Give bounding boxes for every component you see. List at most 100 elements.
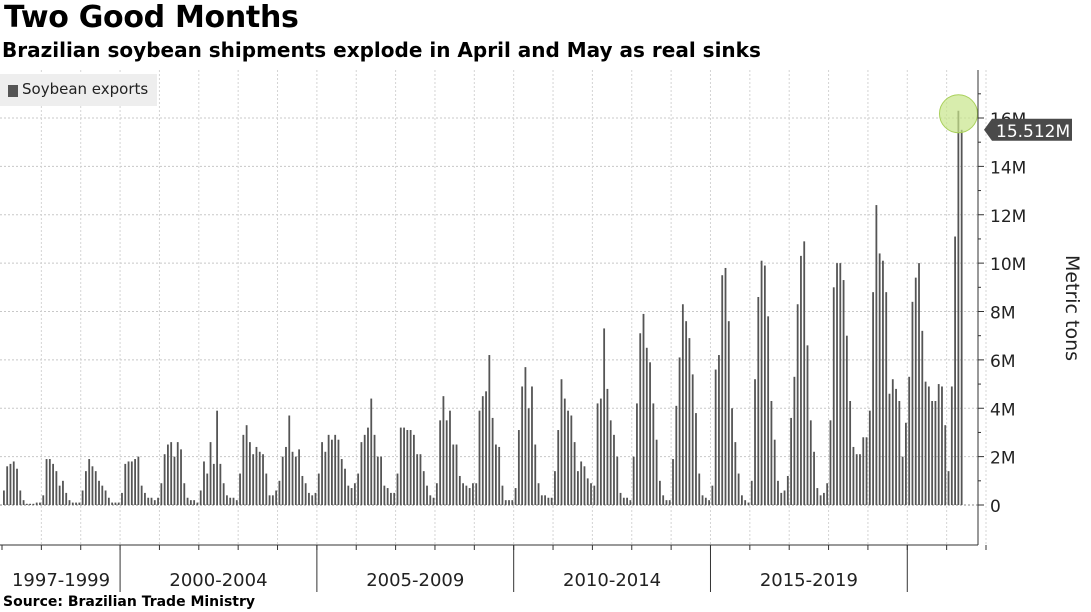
bar (829, 420, 832, 505)
bar (691, 374, 694, 505)
bar (872, 292, 874, 505)
bar (780, 492, 783, 505)
bar (376, 456, 379, 505)
bar (567, 410, 569, 505)
bar (298, 449, 300, 505)
bar (229, 497, 232, 505)
bar (91, 466, 94, 505)
bar (859, 454, 861, 505)
x-group-label: 2005-2009 (366, 570, 464, 591)
bar (426, 485, 428, 505)
bar (495, 444, 497, 505)
bar (357, 473, 360, 505)
bar (249, 442, 251, 505)
bar (114, 502, 117, 505)
bar (531, 386, 533, 505)
bar (609, 420, 612, 505)
legend-swatch (8, 85, 18, 97)
bar (855, 454, 858, 505)
bar (809, 420, 812, 505)
bar (340, 459, 343, 505)
bar (242, 434, 245, 505)
bar (127, 461, 130, 505)
bar (688, 338, 691, 505)
bar (806, 345, 809, 505)
bar (527, 408, 530, 505)
legend (0, 74, 157, 106)
bar (9, 463, 12, 505)
y-tick-label: 12M (990, 207, 1026, 227)
bar (770, 400, 773, 505)
bar (403, 427, 405, 505)
bar (452, 444, 455, 505)
bar (537, 483, 540, 505)
bar (724, 267, 727, 505)
bar (481, 396, 484, 505)
x-group-label: 2010-2014 (563, 570, 661, 591)
bar (668, 500, 671, 505)
bar (42, 495, 45, 505)
x-group-label: 2015-2019 (760, 570, 858, 591)
bar (331, 439, 333, 505)
bar (163, 454, 166, 505)
bar (308, 492, 310, 505)
bar (150, 497, 153, 505)
bar (117, 502, 120, 505)
bar (268, 495, 271, 505)
bar (573, 442, 576, 505)
bar (180, 449, 182, 505)
bar (560, 379, 563, 505)
bar (898, 400, 901, 505)
bar (698, 473, 701, 505)
bar (659, 480, 661, 505)
bar (478, 410, 481, 505)
bar (212, 463, 215, 505)
legend-label: Soybean exports (22, 80, 149, 98)
bar (632, 456, 635, 505)
bar (281, 456, 284, 505)
bar (813, 451, 815, 505)
axes: 02M4M6M8M10M12M14M16M15.512M1997-1999200… (0, 70, 1072, 592)
bar (839, 263, 842, 505)
bar (790, 417, 792, 505)
bar (544, 495, 546, 505)
bar (432, 497, 435, 505)
bar (226, 495, 228, 505)
bar (232, 497, 235, 505)
bar (271, 495, 274, 505)
bar (468, 488, 471, 505)
bar (465, 485, 468, 505)
bar (472, 483, 474, 505)
bar (206, 473, 209, 505)
bar (12, 461, 15, 505)
bar (665, 500, 668, 505)
bar (55, 471, 58, 505)
bar (6, 466, 9, 505)
bar (311, 495, 314, 505)
bar (960, 129, 963, 505)
bar (767, 316, 770, 505)
bar (636, 403, 638, 505)
bar (934, 400, 937, 505)
bar (944, 425, 947, 505)
bar (570, 415, 573, 505)
bar (852, 446, 855, 505)
bar (153, 500, 156, 505)
bar (622, 497, 625, 505)
bar (816, 488, 819, 505)
bar (367, 427, 369, 505)
bar (409, 430, 412, 505)
bar (255, 446, 258, 505)
bar (317, 473, 320, 505)
bar (727, 321, 730, 505)
bar (550, 497, 553, 505)
bar (353, 483, 356, 505)
peak-highlight (938, 94, 978, 134)
bar (524, 367, 527, 505)
bar (645, 347, 648, 505)
bar (291, 451, 294, 505)
bar (252, 454, 255, 505)
bar (534, 444, 537, 505)
bar (704, 497, 707, 505)
bar (731, 408, 733, 505)
